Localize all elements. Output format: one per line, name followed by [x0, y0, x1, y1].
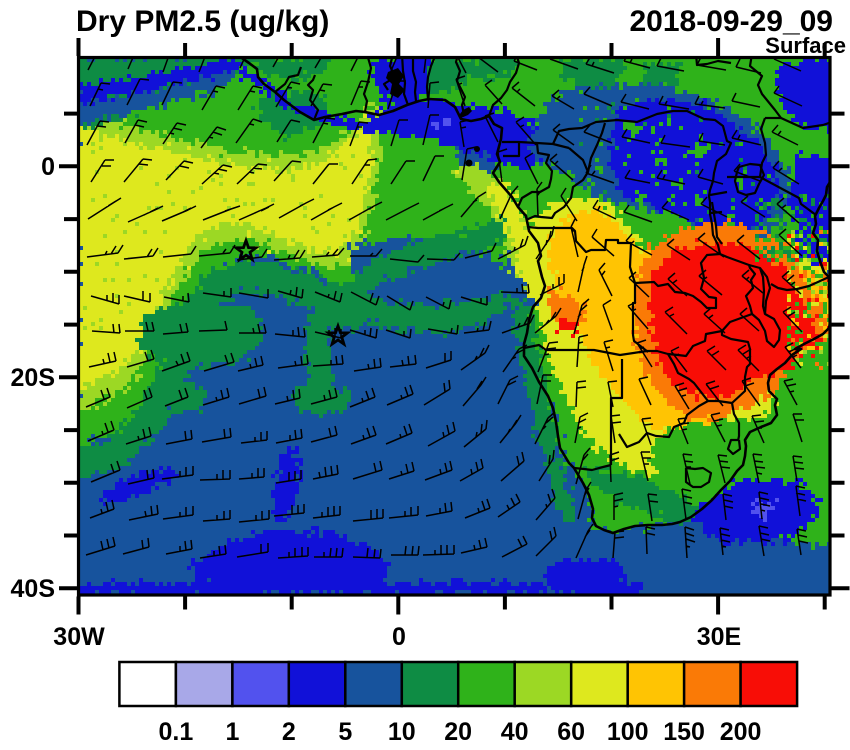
svg-text:2018-09-29_09: 2018-09-29_09 — [629, 5, 833, 38]
svg-text:40: 40 — [501, 718, 529, 746]
svg-text:0: 0 — [392, 623, 406, 651]
svg-text:60: 60 — [557, 718, 585, 746]
svg-text:200: 200 — [720, 718, 762, 746]
svg-text:30W: 30W — [53, 623, 105, 651]
svg-text:20: 20 — [444, 718, 472, 746]
svg-text:30E: 30E — [697, 623, 741, 651]
svg-text:1: 1 — [225, 718, 239, 746]
svg-text:Dry PM2.5 (ug/kg): Dry PM2.5 (ug/kg) — [76, 5, 329, 38]
svg-text:0: 0 — [41, 153, 55, 181]
svg-text:40S: 40S — [11, 575, 55, 603]
svg-text:10: 10 — [388, 718, 416, 746]
svg-text:Surface: Surface — [765, 33, 846, 58]
svg-text:5: 5 — [338, 718, 352, 746]
svg-text:100: 100 — [607, 718, 649, 746]
svg-text:20S: 20S — [11, 364, 55, 392]
svg-text:2: 2 — [282, 718, 296, 746]
svg-text:150: 150 — [663, 718, 705, 746]
svg-text:0.1: 0.1 — [159, 718, 194, 746]
